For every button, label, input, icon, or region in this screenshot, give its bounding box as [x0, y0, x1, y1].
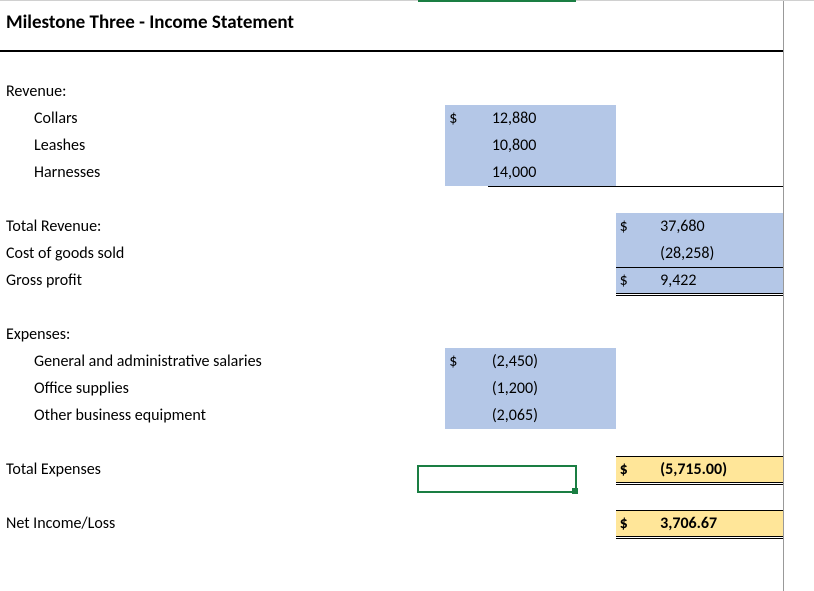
- revenue-item-row: Harnesses 14,000: [0, 159, 784, 186]
- expenses-heading: Expenses:: [0, 321, 445, 348]
- currency-cell[interactable]: [445, 159, 488, 186]
- total-revenue-value[interactable]: 37,680: [656, 213, 784, 240]
- expense-item-label: Other business equipment: [0, 402, 445, 429]
- currency-cell[interactable]: $: [445, 348, 488, 375]
- right-page-margin: [783, 1, 784, 591]
- net-income-label: Net Income/Loss: [0, 510, 445, 537]
- total-expenses-row: Total Expenses $ (5,715.00): [0, 456, 784, 483]
- cogs-row: Cost of goods sold (28,258): [0, 240, 784, 267]
- expense-item-row: Other business equipment (2,065): [0, 402, 784, 429]
- cogs-label: Cost of goods sold: [0, 240, 445, 267]
- expense-item-value[interactable]: (2,450): [488, 348, 616, 375]
- revenue-heading-row: Revenue:: [0, 78, 784, 105]
- top-selection-indicator: [418, 0, 576, 2]
- revenue-item-value[interactable]: 14,000: [488, 159, 616, 186]
- currency-cell[interactable]: $: [616, 267, 656, 294]
- currency-cell[interactable]: [445, 132, 488, 159]
- total-expenses-label: Total Expenses: [0, 456, 445, 483]
- revenue-heading: Revenue:: [0, 78, 445, 105]
- expense-item-label: Office supplies: [0, 375, 445, 402]
- total-expenses-value[interactable]: (5,715.00): [656, 456, 784, 483]
- currency-cell[interactable]: [445, 375, 488, 402]
- expense-item-row: General and administrative salaries $ (2…: [0, 348, 784, 375]
- revenue-item-label: Leashes: [0, 132, 445, 159]
- page-title: Milestone Three - Income Statement: [0, 1, 784, 43]
- spreadsheet-view: Milestone Three - Income Statement Reven…: [0, 0, 814, 591]
- total-revenue-row: Total Revenue: $ 37,680: [0, 213, 784, 240]
- gross-profit-value[interactable]: 9,422: [656, 267, 784, 294]
- gross-profit-row: Gross profit $ 9,422: [0, 267, 784, 294]
- total-revenue-label: Total Revenue:: [0, 213, 445, 240]
- income-statement-table: Milestone Three - Income Statement Reven…: [0, 1, 784, 539]
- revenue-item-row: Leashes 10,800: [0, 132, 784, 159]
- net-income-value[interactable]: 3,706.67: [656, 510, 784, 537]
- title-row: Milestone Three - Income Statement: [0, 1, 784, 43]
- revenue-item-value[interactable]: 12,880: [488, 105, 616, 132]
- currency-cell[interactable]: $: [445, 105, 488, 132]
- expense-item-value[interactable]: (1,200): [488, 375, 616, 402]
- expense-item-value[interactable]: (2,065): [488, 402, 616, 429]
- revenue-item-label: Collars: [0, 105, 445, 132]
- currency-cell[interactable]: $: [616, 456, 656, 483]
- currency-cell[interactable]: $: [616, 213, 656, 240]
- revenue-item-row: Collars $ 12,880: [0, 105, 784, 132]
- net-income-row: Net Income/Loss $ 3,706.67: [0, 510, 784, 537]
- revenue-item-label: Harnesses: [0, 159, 445, 186]
- currency-cell[interactable]: $: [616, 510, 656, 537]
- title-rule: [0, 43, 784, 51]
- expenses-heading-row: Expenses:: [0, 321, 784, 348]
- currency-cell[interactable]: [616, 240, 656, 267]
- revenue-item-value[interactable]: 10,800: [488, 132, 616, 159]
- expense-item-row: Office supplies (1,200): [0, 375, 784, 402]
- expense-item-label: General and administrative salaries: [0, 348, 445, 375]
- gross-profit-label: Gross profit: [0, 267, 445, 294]
- cogs-value[interactable]: (28,258): [656, 240, 784, 267]
- currency-cell[interactable]: [445, 402, 488, 429]
